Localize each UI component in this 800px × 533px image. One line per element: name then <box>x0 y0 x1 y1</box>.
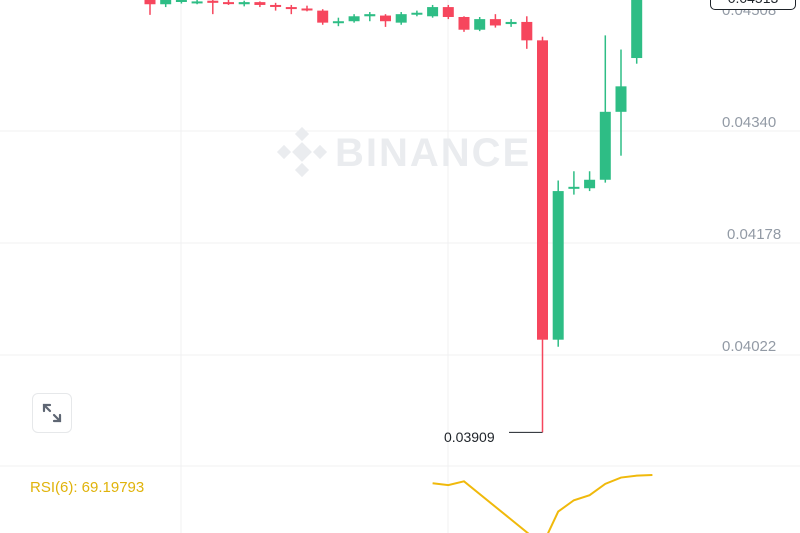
price-tick: 0.04022 <box>722 338 776 355</box>
candle-up <box>552 191 564 340</box>
candle-up <box>599 111 611 180</box>
candle-down <box>537 40 548 340</box>
candle-down <box>223 2 234 5</box>
candles <box>144 0 643 433</box>
low-price-label: 0.03909 <box>444 429 495 445</box>
candle-down <box>270 4 282 7</box>
candle-down <box>207 0 219 3</box>
candle-down <box>317 10 329 23</box>
candle-up <box>348 16 360 22</box>
candle-up <box>474 19 486 30</box>
candle-down <box>301 8 313 11</box>
price-axis: 0.04508 0.04340 0.04178 0.04022 <box>722 2 781 355</box>
candle-down <box>380 15 391 22</box>
binance-watermark: BINANCE <box>276 126 531 178</box>
expand-button[interactable] <box>32 393 72 433</box>
candle-down <box>521 21 533 41</box>
candle-down <box>442 7 454 17</box>
rsi-line <box>432 474 653 533</box>
candle-up <box>568 186 580 189</box>
price-tick: 0.04340 <box>722 114 776 131</box>
candle-up <box>175 0 187 2</box>
expand-arrows-icon <box>42 403 62 423</box>
candle-up <box>191 1 203 4</box>
last-price-tag: 0.04513 <box>710 0 796 10</box>
candle-down <box>144 0 156 5</box>
candle-up <box>584 179 596 189</box>
price-tick: 0.04178 <box>727 226 781 243</box>
candle-up <box>427 7 439 17</box>
candle-up <box>364 14 376 17</box>
candle-up <box>395 14 407 23</box>
watermark-text: BINANCE <box>335 131 531 175</box>
candle-up <box>615 86 627 112</box>
candle-up <box>332 21 344 24</box>
binance-diamond-icon <box>276 126 328 178</box>
candle-up <box>238 2 250 5</box>
rsi-label: RSI(6): 69.19793 <box>30 479 145 496</box>
candle-up <box>411 12 423 15</box>
candle-down <box>254 2 266 5</box>
candle-down <box>489 19 501 26</box>
candle-up <box>631 0 643 59</box>
candle-down <box>458 16 470 30</box>
candle-up <box>160 0 172 5</box>
candle-down <box>285 7 297 10</box>
low-marker: 0.03909 <box>444 429 543 445</box>
candle-up <box>505 21 517 25</box>
